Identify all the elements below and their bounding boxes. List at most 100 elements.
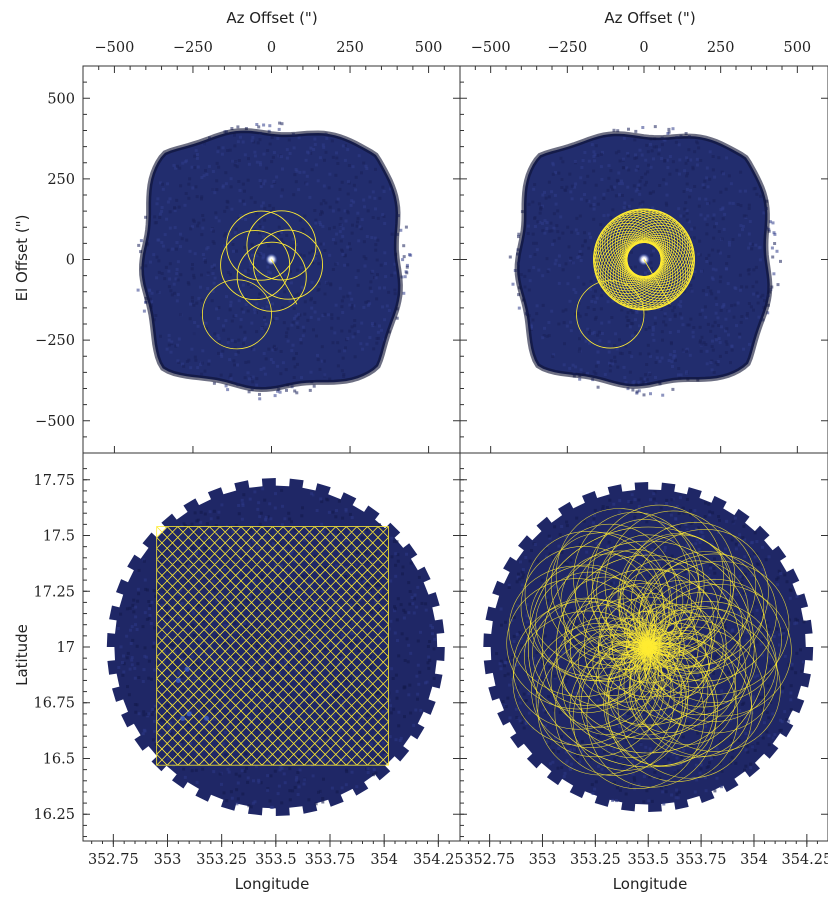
map-pixel — [262, 632, 265, 636]
map-pixel — [607, 340, 611, 344]
map-pixel — [544, 595, 548, 599]
scan-lines — [156, 526, 389, 766]
map-pixel — [622, 365, 626, 369]
map-pixel — [159, 695, 163, 699]
map-pixel — [369, 280, 373, 284]
map-pixel — [612, 246, 616, 250]
map-pixel — [309, 315, 313, 319]
map-pixel — [607, 540, 611, 544]
map-pixel — [404, 225, 408, 229]
map-pixel — [305, 733, 309, 737]
map-pixel — [781, 629, 785, 633]
map-pixel — [713, 557, 716, 561]
map-pixel — [749, 762, 753, 766]
map-pixel — [163, 277, 167, 281]
map-pixel — [740, 703, 744, 706]
map-pixel — [372, 773, 375, 777]
map-pixel — [582, 718, 586, 721]
map-pixel — [653, 316, 657, 320]
map-pixel — [593, 513, 596, 517]
map-pixel — [570, 184, 574, 188]
map-pixel — [714, 268, 718, 272]
map-pixel — [226, 149, 230, 152]
map-pixel — [704, 197, 708, 201]
map-pixel — [340, 786, 344, 790]
map-pixel — [332, 225, 336, 229]
map-pixel — [301, 334, 305, 338]
map-pixel — [535, 304, 539, 308]
map-pixel — [359, 342, 363, 346]
map-pixel — [645, 789, 649, 793]
map-pixel — [195, 301, 199, 305]
map-pixel — [780, 690, 784, 694]
map-pixel — [614, 194, 618, 198]
map-pixel — [280, 283, 284, 287]
map-pixel — [707, 253, 711, 257]
map-pixel — [551, 172, 555, 176]
map-pixel — [751, 613, 754, 617]
map-pixel — [369, 665, 373, 669]
map-pixel — [603, 750, 607, 754]
map-pixel — [234, 772, 238, 776]
map-pixel — [257, 778, 261, 782]
map-pixel — [339, 217, 343, 221]
map-pixel — [174, 277, 178, 281]
map-pixel — [545, 741, 549, 745]
map-pixel — [220, 251, 224, 255]
map-pixel — [167, 269, 171, 273]
map-pixel — [320, 345, 324, 349]
map-pixel — [237, 299, 241, 303]
map-pixel — [147, 288, 151, 292]
map-pixel — [224, 753, 228, 757]
map-pixel — [628, 370, 632, 374]
map-pixel — [524, 699, 528, 702]
map-pixel — [745, 314, 749, 318]
map-pixel — [389, 704, 392, 708]
map-pixel — [665, 158, 669, 162]
map-pixel — [294, 168, 298, 171]
map-pixel — [168, 197, 172, 201]
map-pixel — [324, 150, 328, 154]
map-pixel — [339, 614, 343, 618]
map-pixel — [657, 148, 661, 152]
map-pixel — [754, 243, 758, 247]
map-pixel — [188, 317, 192, 321]
map-pixel — [586, 371, 589, 375]
map-pixel — [682, 511, 686, 515]
map-pixel — [583, 239, 587, 243]
map-pixel — [258, 397, 262, 401]
map-pixel — [730, 629, 734, 633]
map-pixel — [334, 173, 338, 177]
map-pixel — [204, 553, 208, 557]
map-pixel — [599, 680, 603, 684]
map-pixel — [733, 286, 737, 290]
map-pixel — [696, 656, 700, 660]
map-pixel — [362, 689, 366, 693]
map-pixel — [788, 596, 792, 600]
map-pixel — [253, 311, 257, 315]
map-pixel — [168, 210, 172, 214]
map-pixel — [198, 602, 202, 606]
map-pixel — [633, 265, 637, 269]
map-pixel — [306, 571, 310, 574]
map-pixel — [524, 722, 528, 725]
map-pixel — [744, 189, 747, 193]
map-pixel — [254, 764, 258, 768]
map-pixel — [719, 309, 723, 312]
map-pixel — [658, 359, 662, 363]
map-pixel — [280, 564, 284, 568]
map-pixel — [233, 231, 237, 235]
map-pixel — [545, 598, 549, 602]
map-pixel — [370, 290, 374, 294]
map-pixel — [405, 271, 409, 275]
map-pixel — [284, 368, 288, 372]
map-edge — [514, 131, 773, 389]
map-pixel — [310, 168, 314, 172]
map-pixel — [266, 149, 270, 152]
map-pixel — [762, 306, 766, 310]
map-pixel — [264, 517, 268, 521]
map-pixel — [721, 217, 725, 221]
map-pixel — [620, 574, 624, 578]
map-pixel — [712, 679, 716, 683]
map-pixel — [403, 275, 407, 279]
